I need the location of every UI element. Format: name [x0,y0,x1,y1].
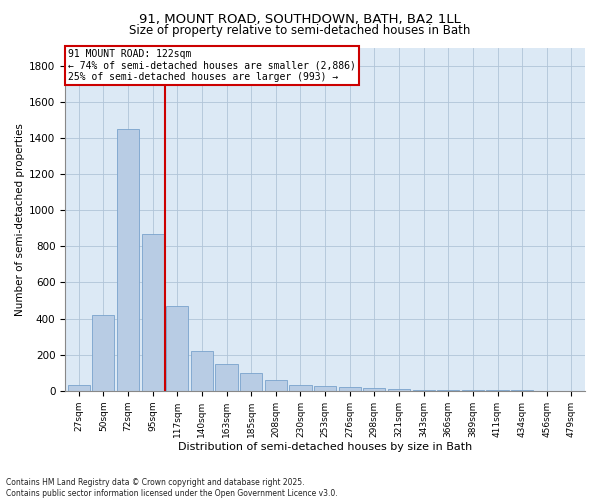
Text: Contains HM Land Registry data © Crown copyright and database right 2025.
Contai: Contains HM Land Registry data © Crown c… [6,478,338,498]
Bar [191,351,213,391]
Bar [363,388,385,391]
X-axis label: Distribution of semi-detached houses by size in Bath: Distribution of semi-detached houses by … [178,442,472,452]
Text: 91 MOUNT ROAD: 122sqm
← 74% of semi-detached houses are smaller (2,886)
25% of s: 91 MOUNT ROAD: 122sqm ← 74% of semi-deta… [68,49,356,82]
Bar [388,389,410,391]
Bar [92,315,115,391]
Text: 91, MOUNT ROAD, SOUTHDOWN, BATH, BA2 1LL: 91, MOUNT ROAD, SOUTHDOWN, BATH, BA2 1LL [139,12,461,26]
Bar [166,306,188,391]
Bar [117,129,139,391]
Bar [462,390,484,391]
Bar [240,373,262,391]
Bar [314,386,336,391]
Bar [437,390,460,391]
Bar [289,384,311,391]
Bar [215,364,238,391]
Bar [338,387,361,391]
Y-axis label: Number of semi-detached properties: Number of semi-detached properties [15,122,25,316]
Bar [142,234,164,391]
Bar [413,390,435,391]
Bar [68,386,90,391]
Bar [265,380,287,391]
Text: Size of property relative to semi-detached houses in Bath: Size of property relative to semi-detach… [130,24,470,37]
